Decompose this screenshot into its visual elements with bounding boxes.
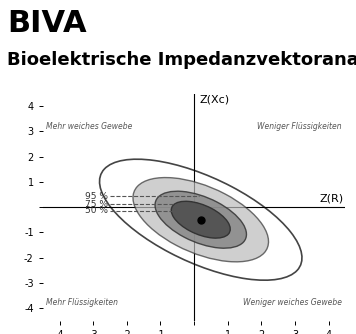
Ellipse shape (133, 178, 268, 262)
Text: Mehr weiches Gewebe: Mehr weiches Gewebe (46, 122, 132, 131)
Text: Weniger Flüssigkeiten: Weniger Flüssigkeiten (257, 122, 342, 131)
Text: Mehr Flüssigkeiten: Mehr Flüssigkeiten (46, 299, 118, 308)
Text: Z(Xc): Z(Xc) (199, 95, 229, 105)
Text: 75 %: 75 % (85, 199, 108, 208)
Text: Bioelektrische Impedanzvektoranalyse: Bioelektrische Impedanzvektoranalyse (7, 51, 356, 69)
Ellipse shape (171, 201, 230, 238)
Text: 95 %: 95 % (85, 192, 108, 201)
Text: BIVA: BIVA (7, 9, 87, 38)
Text: Z(R): Z(R) (320, 193, 344, 203)
Text: 50 %: 50 % (85, 206, 108, 215)
Ellipse shape (155, 191, 246, 248)
Text: Weniger weiches Gewebe: Weniger weiches Gewebe (243, 299, 342, 308)
